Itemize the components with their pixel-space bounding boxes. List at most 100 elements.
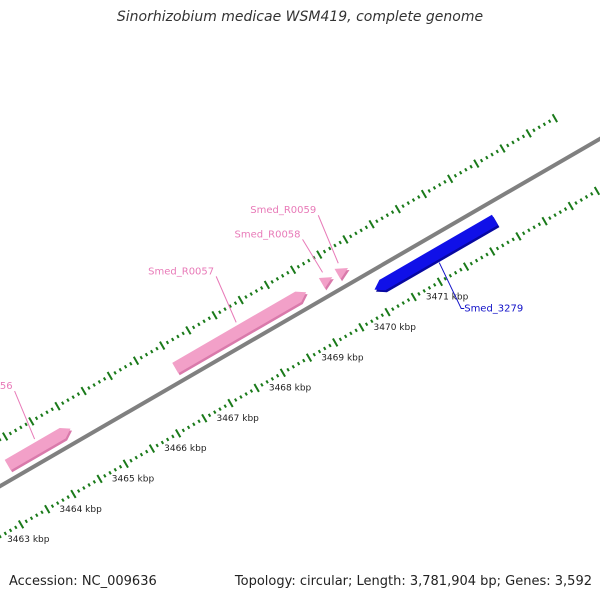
outer-tick [50,407,54,412]
gene-Smed_R0058 [318,277,333,289]
outer-tick [129,361,133,366]
inner-tick [406,298,411,302]
outer-tick [19,425,23,430]
inner-tick [239,395,243,399]
outer-tick [76,392,81,396]
inner-tick [354,328,358,333]
inner-tick [35,513,39,518]
gene-label-Smed_R0057: Smed_R0057 [148,266,214,277]
outer-tick [87,386,91,390]
outer-tick [322,249,327,254]
inner-tick [56,501,60,506]
gene-leader [317,215,339,264]
inner-tick [40,510,44,515]
scale-labels: 3463 kbp 3464 kbp 3465 kbp 3466 kbp 3467 kbp… [7,293,469,546]
outer-tick [45,410,49,415]
outer-tick [102,377,107,381]
inner-tick [155,443,159,448]
outer-tick [176,334,180,339]
outer-tick [202,319,206,324]
inner-tick [223,404,227,408]
outer-tick [485,155,489,160]
outer-tick [333,243,337,248]
outer-tick [420,189,428,199]
inner-tick [323,346,327,351]
outer-tick [286,270,290,275]
inner-tick [541,216,548,226]
inner-tick [291,364,295,369]
outer-tick [542,122,547,127]
outer-tick [66,398,70,403]
inner-tick [213,410,217,415]
gene-label-Smed_R0058: Smed_R0058 [235,229,301,240]
inner-tick [462,262,470,272]
outer-tick [13,428,18,433]
inner-tick [558,210,562,214]
outer-tick [228,304,232,309]
outer-tick [237,295,244,305]
inner-tick [0,534,2,539]
scale-label-3465: 3465 kbp [112,475,155,485]
inner-tick [186,425,191,430]
inner-tick [118,464,123,469]
gene-Smed_3279 [374,214,498,291]
gene-labels: Smed_R0056 Smed_R0057 Smed_R0058 Smed_R0059… [0,205,523,440]
outer-tick [296,264,300,269]
gene-label-Smed_3279: Smed_3279 [464,304,523,315]
outer-tick [61,401,65,406]
inner-tick [249,389,254,393]
inner-tick [364,322,369,327]
outer-tick [97,380,102,384]
outer-tick [473,159,480,169]
inner-tick [511,237,515,242]
outer-tick [92,383,96,387]
outer-tick [354,231,358,236]
inner-tick [584,195,589,199]
inner-tick [61,498,65,502]
inner-tick [148,444,156,453]
inner-tick [192,422,196,427]
outer-tick [464,167,468,172]
inner-tick [417,292,421,296]
inner-tick [134,455,138,460]
inner-tick [92,480,97,484]
outer-tick [506,143,510,148]
inner-tick [436,277,444,287]
inner-tick [480,255,484,260]
inner-tick [401,301,405,305]
outer-tick [165,340,170,345]
outer-tick [447,174,454,184]
outer-tick [499,144,506,153]
inner-tick [260,383,264,387]
outer-tick [123,364,128,369]
outer-tick [207,316,211,321]
outer-tick [432,186,437,190]
outer-tick [385,213,390,218]
inner-tick [501,243,505,248]
outer-tick [364,225,369,230]
scale-label-3470: 3470 kbp [374,323,417,333]
inner-tick [234,398,238,402]
inner-tick [275,373,280,378]
inner-tick [422,289,426,293]
inner-tick [448,273,453,278]
gene-leader [14,390,36,440]
inner-tick [495,246,500,251]
genome-summary-label: Topology: circular; Length: 3,781,904 bp… [234,574,592,589]
outer-tick [54,401,61,411]
outer-tick [280,273,285,278]
outer-tick [197,322,201,327]
inner-tick [218,407,222,412]
outer-tick [417,195,421,199]
inner-tick [579,198,583,202]
inner-tick [160,440,165,445]
outer-tick [551,113,558,123]
outer-tick [191,325,196,330]
inner-tick [302,358,306,363]
inner-tick [410,292,417,302]
inner-tick [396,304,400,308]
inner-tick [489,247,496,256]
inner-tick [108,470,112,475]
outer-tick [144,352,149,357]
outer-tick [328,246,332,251]
